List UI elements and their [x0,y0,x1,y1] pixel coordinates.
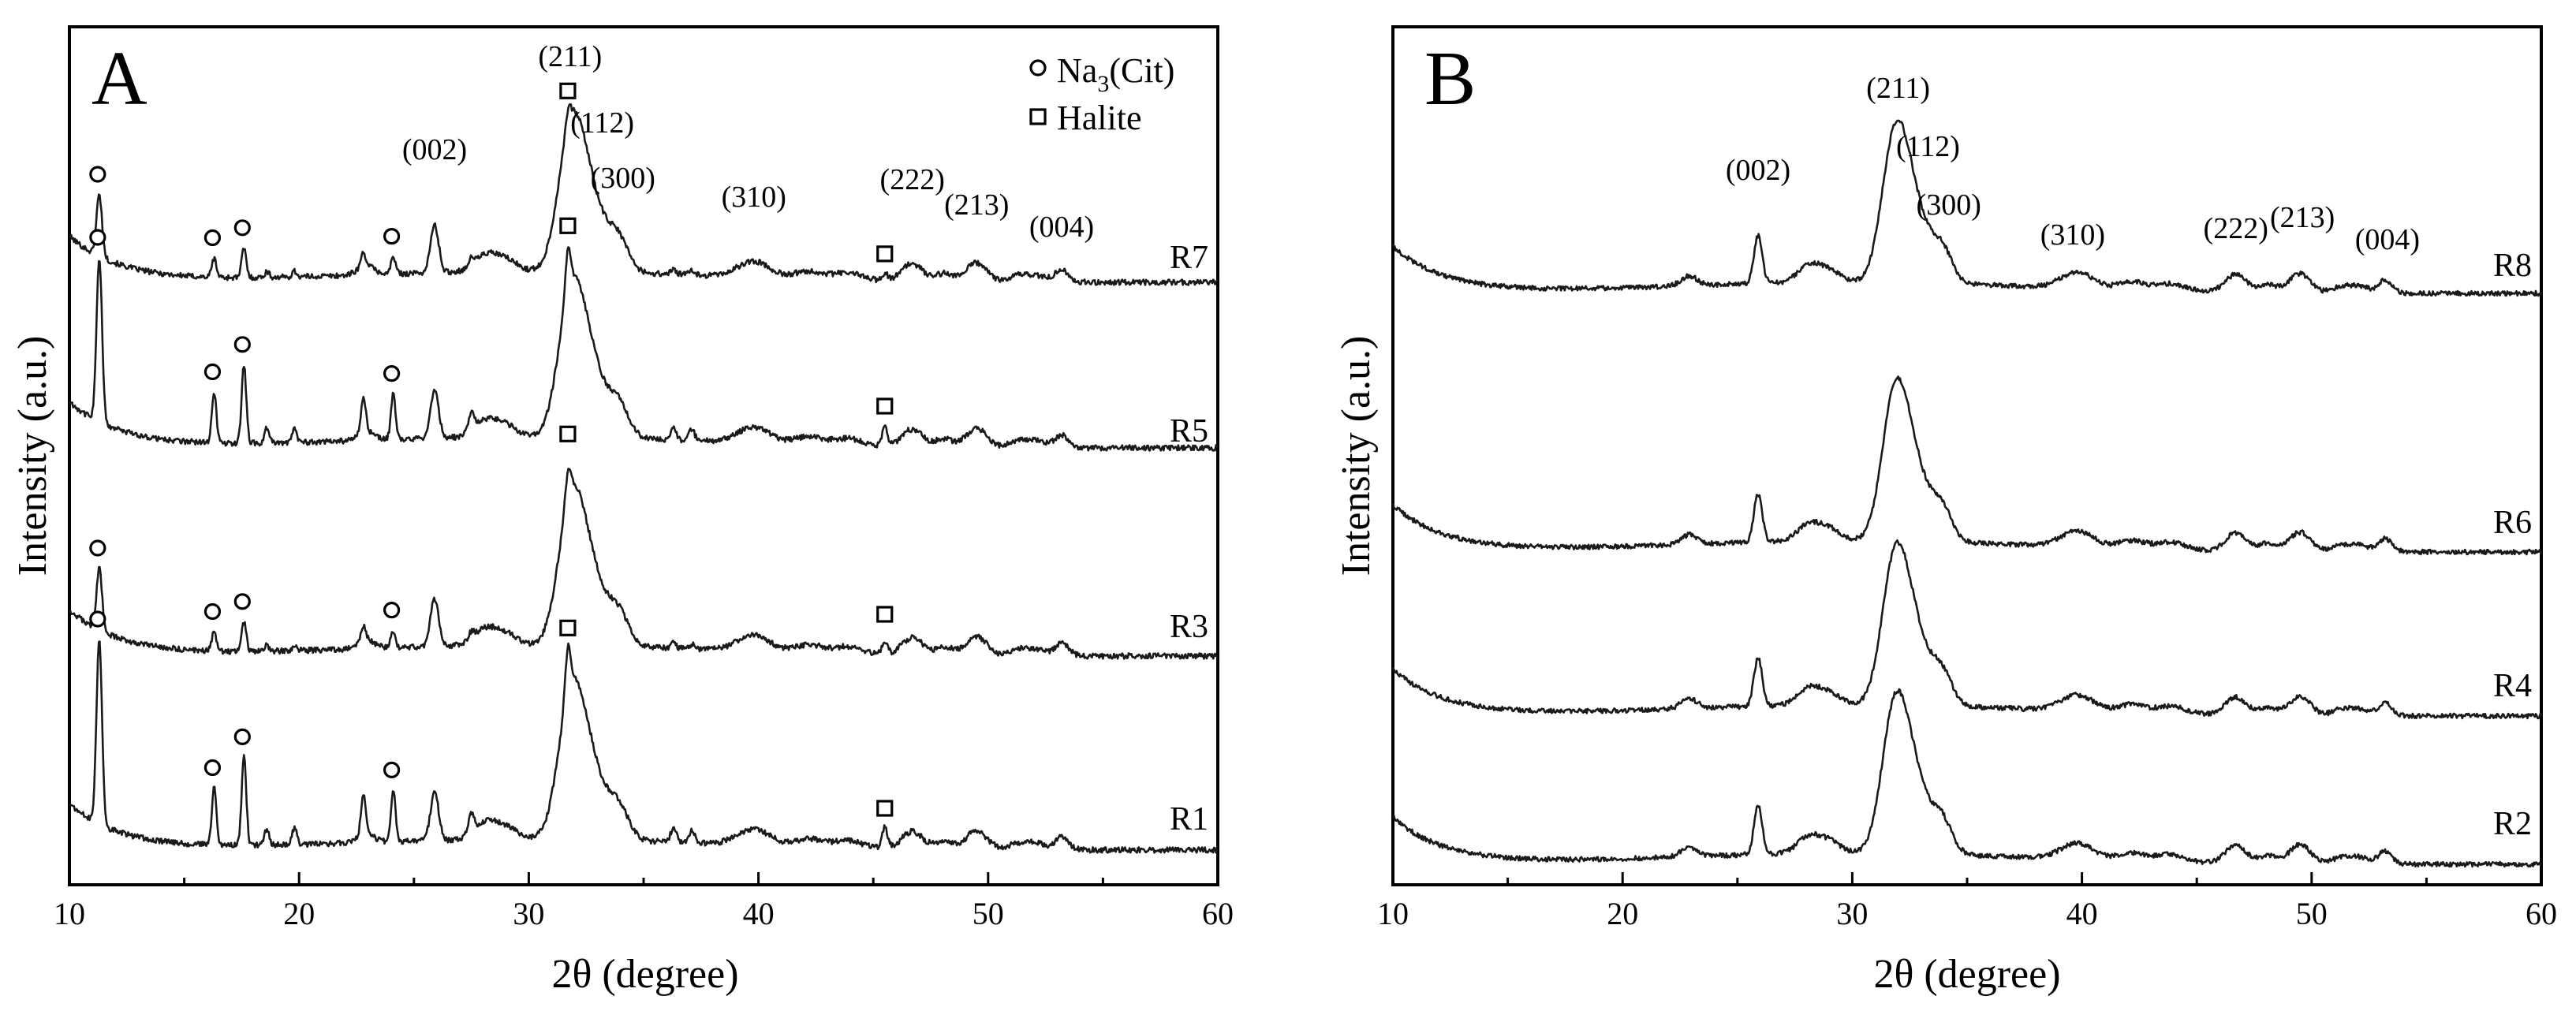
hkl-label: (310) [722,181,786,214]
series-label-r6: R6 [2493,505,2532,541]
panel-b-series-labels: R8 R6 R4 R2 [2493,248,2532,842]
na3cit-marker [233,219,251,237]
panel-b: B 2θ (degree) Intensity (a.u.) 10 20 30 40 5… [1334,25,2557,997]
panel-a: A 2θ (degree) Intensity (a.u.) 10 20 30 40 5… [10,25,1234,997]
series-label-r7: R7 [1170,240,1208,276]
na3cit-marker [383,601,401,619]
x-tick-label: 40 [743,896,775,931]
diffraction-trace-r8 [1392,119,2543,297]
halite-marker [876,245,894,263]
hkl-label: (222) [2204,212,2268,245]
diffraction-trace-r4 [1391,539,2543,720]
hkl-label: (211) [1866,72,1930,105]
diffraction-trace-r7 [69,103,1219,286]
legend-na3cit-label: Na3(Cit) [1057,51,1174,97]
hkl-label: (211) [538,40,602,73]
x-tick-label: 60 [2526,896,2557,931]
hkl-label: (310) [2040,218,2105,252]
panel-a-markers [89,82,894,817]
panel-b-hkl-labels: (002) (211) (112) (300) (310) (222) (213) (004) [1726,72,2420,256]
series-label-r3: R3 [1170,609,1208,645]
panel-a-x-axis: 10 20 30 40 50 60 [54,872,1234,931]
diffraction-trace-r6 [1391,375,2543,556]
series-label-r1: R1 [1170,801,1208,837]
na3cit-marker [89,539,106,557]
diffraction-trace-r3 [69,468,1219,660]
halite-marker [559,619,577,636]
hkl-label: (300) [1917,188,1981,222]
hkl-label: (300) [591,162,655,195]
diffraction-trace-r2 [1392,688,2543,868]
na3cit-marker [383,365,401,382]
hkl-label: (112) [570,106,634,140]
na3cit-marker [233,728,251,746]
na3cit-marker [383,761,401,779]
legend-square-marker [1029,108,1047,125]
hkl-label: (004) [1029,211,1094,244]
panel-b-xlabel: 2θ (degree) [1873,952,2060,997]
x-tick-label: 10 [54,896,85,931]
x-tick-label: 60 [1202,896,1234,931]
hkl-label: (002) [1726,154,1790,187]
x-tick-label: 30 [1836,896,1868,931]
panel-a-xlabel: 2θ (degree) [551,952,738,997]
x-tick-label: 30 [513,896,544,931]
hkl-label: (213) [2270,201,2335,234]
x-tick-label: 10 [1377,896,1409,931]
na3cit-marker [203,759,222,777]
panel-a-legend: Na3(Cit) Halite [1029,51,1174,137]
hkl-label: (213) [944,188,1009,222]
halite-marker [559,217,577,234]
x-tick-label: 20 [283,896,315,931]
panel-a-frame [68,25,1219,886]
hkl-label: (004) [2355,223,2420,256]
na3cit-marker [203,602,222,621]
series-label-r4: R4 [2493,668,2532,704]
panel-b-ylabel: Intensity (a.u.) [1334,336,1379,576]
series-label-r8: R8 [2493,248,2532,284]
halite-marker [876,606,894,623]
panel-b-frame [1391,25,2543,886]
na3cit-marker [89,229,106,246]
legend-halite-label: Halite [1057,99,1142,137]
panel-b-x-axis: 10 20 30 40 50 60 [1377,872,2557,931]
panel-a-ylabel: Intensity (a.u.) [10,336,55,576]
x-tick-label: 50 [2296,896,2328,931]
legend-circle-marker [1029,59,1047,76]
na3cit-marker [203,363,222,381]
na3cit-marker [89,610,106,628]
na3cit-marker [233,336,251,353]
series-label-r2: R2 [2493,806,2532,842]
panel-a-label: A [91,36,147,121]
na3cit-marker [89,166,106,183]
diffraction-trace-r5 [69,246,1219,452]
panel-a-series-labels: R7 R5 R3 R1 [1170,240,1208,837]
na3cit-marker [203,229,222,247]
halite-marker [559,425,577,442]
panel-b-label: B [1424,36,1476,121]
halite-marker [876,397,894,415]
diffraction-trace-r1 [69,640,1219,854]
x-tick-label: 40 [2066,896,2098,931]
panel-a-traces [69,103,1219,854]
na3cit-marker [233,593,251,610]
panel-b-traces [1391,119,2543,868]
series-label-r5: R5 [1170,413,1208,449]
hkl-label: (002) [402,133,467,166]
na3cit-marker [383,228,401,245]
x-tick-label: 20 [1607,896,1638,931]
halite-marker [876,800,894,817]
hkl-label: (222) [880,163,945,196]
panel-a-hkl-labels: (002) (211) (112) (300) (310) (222)(213) (004) [402,40,1094,244]
halite-marker [559,82,577,99]
x-tick-label: 50 [973,896,1004,931]
hkl-label: (112) [1896,130,1960,163]
